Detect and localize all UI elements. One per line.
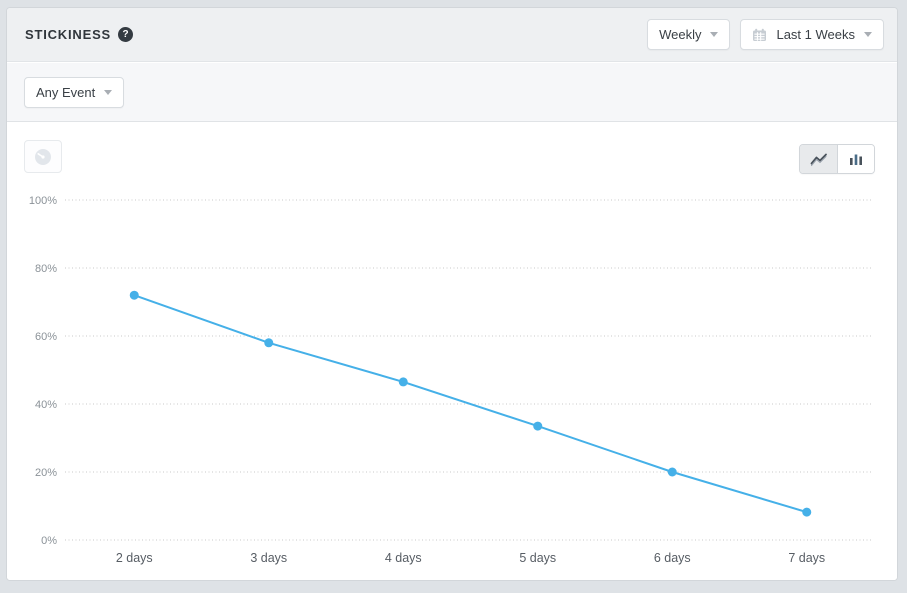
svg-text:40%: 40% bbox=[35, 399, 57, 411]
chevron-down-icon bbox=[710, 32, 719, 37]
svg-text:0%: 0% bbox=[41, 535, 57, 547]
chevron-down-icon bbox=[864, 32, 872, 37]
event-dropdown[interactable]: Any Event bbox=[24, 76, 125, 108]
svg-text:6 days: 6 days bbox=[654, 551, 691, 565]
svg-text:7 days: 7 days bbox=[788, 551, 825, 565]
svg-text:60%: 60% bbox=[35, 331, 57, 343]
chart-section: 0% 20% 40% 60% 80% 100% 2 days 3 days 4 days 5 da… bbox=[7, 123, 897, 580]
filter-row: Any Event bbox=[7, 63, 897, 122]
svg-text:20%: 20% bbox=[35, 467, 57, 479]
add-to-dashboard-button[interactable] bbox=[24, 140, 62, 173]
line-chart-icon bbox=[810, 153, 827, 167]
event-dropdown-value: Any Event bbox=[36, 84, 96, 100]
gauge-icon bbox=[35, 148, 51, 165]
calendar-icon bbox=[752, 28, 767, 42]
chart-type-toggle bbox=[799, 144, 875, 174]
bar-chart-icon bbox=[850, 154, 862, 165]
date-range-value: Last 1 Weeks bbox=[776, 27, 855, 42]
stickiness-card: STICKINESS ? Weekly bbox=[7, 8, 897, 580]
svg-text:80%: 80% bbox=[35, 263, 57, 275]
line-chart-toggle-button[interactable] bbox=[800, 145, 837, 173]
stickiness-line-chart: 0% 20% 40% 60% 80% 100% 2 days 3 days 4 days 5 da… bbox=[29, 195, 872, 565]
svg-text:100%: 100% bbox=[29, 195, 57, 207]
svg-text:5 days: 5 days bbox=[519, 551, 556, 565]
help-icon[interactable]: ? bbox=[118, 27, 134, 42]
svg-text:3 days: 3 days bbox=[250, 551, 287, 565]
granularity-dropdown[interactable]: Weekly bbox=[647, 19, 731, 50]
header-controls: Weekly Last 1 Weeks bbox=[647, 19, 884, 50]
date-range-dropdown[interactable]: Last 1 Weeks bbox=[740, 19, 884, 50]
chevron-down-icon bbox=[104, 89, 113, 95]
title-wrap: STICKINESS ? bbox=[25, 27, 647, 42]
page-title: STICKINESS bbox=[25, 27, 112, 42]
card-header: STICKINESS ? Weekly bbox=[7, 8, 897, 62]
svg-text:4 days: 4 days bbox=[385, 551, 422, 565]
svg-text:2 days: 2 days bbox=[116, 551, 153, 565]
bar-chart-toggle-button[interactable] bbox=[837, 145, 874, 173]
granularity-value: Weekly bbox=[659, 27, 702, 42]
